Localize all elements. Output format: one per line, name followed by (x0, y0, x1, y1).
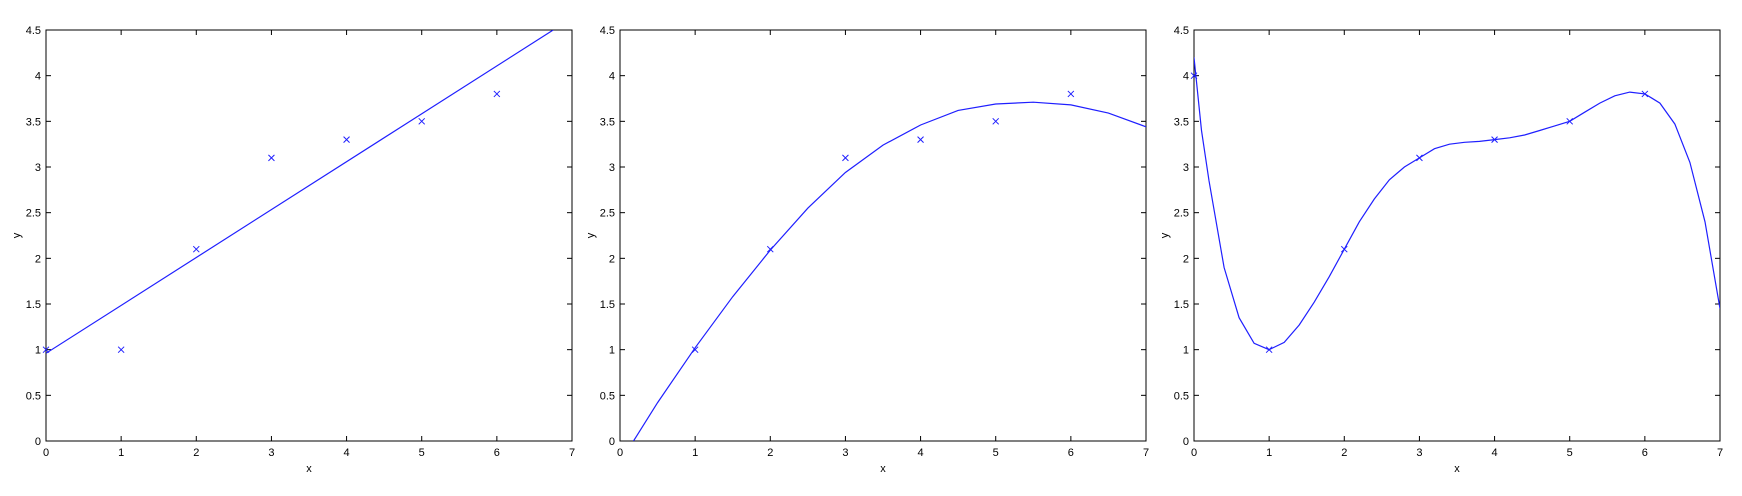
y-axis-label: y (585, 232, 597, 238)
x-tick-label: 6 (1642, 447, 1648, 459)
x-tick-label: 1 (118, 447, 124, 459)
y-tick-label: 0 (35, 436, 41, 448)
data-point-marker (1067, 90, 1075, 98)
x-tick-label: 3 (1416, 447, 1422, 459)
x-tick-label: 4 (918, 447, 924, 459)
data-point-marker (842, 154, 849, 162)
data-point-marker (418, 117, 426, 125)
y-tick-label: 4 (1183, 71, 1189, 83)
data-point-marker (992, 117, 1000, 125)
x-tick-label: 7 (1717, 447, 1723, 459)
y-tick-label: 4.5 (26, 25, 41, 37)
x-tick-label: 6 (494, 447, 500, 459)
x-tick-label: 2 (1341, 447, 1347, 459)
x-tick-label: 5 (419, 447, 425, 459)
x-tick-label: 1 (1266, 447, 1272, 459)
x-axis-label: x (880, 463, 886, 475)
data-point-marker (117, 346, 125, 354)
y-tick-label: 1 (609, 345, 615, 357)
chart-panel-2: 0 1 2 3 4 5 6 7 0 0.5 1 1.5 2 2.5 3 3.5 4 4.5 x y (585, 25, 1149, 475)
y-tick-label: 0.5 (600, 390, 615, 402)
plot-area (1193, 29, 1721, 442)
y-tick-label: 4.5 (600, 25, 615, 37)
x-axis-label: x (306, 463, 312, 475)
x-tick-label: 3 (842, 447, 848, 459)
y-tick-label: 0.5 (1174, 390, 1189, 402)
plot-area (45, 29, 573, 442)
data-point-marker (343, 136, 350, 143)
y-tick-label: 1.5 (26, 299, 41, 311)
data-point-marker (493, 90, 501, 98)
x-tick-label: 3 (268, 447, 274, 459)
y-tick-label: 2.5 (1174, 208, 1189, 220)
y-tick-label: 4 (609, 71, 615, 83)
x-tick-label: 0 (617, 447, 623, 459)
x-tick-label: 2 (193, 447, 199, 459)
x-tick-label: 1 (692, 447, 698, 459)
x-tick-label: 0 (43, 447, 49, 459)
y-tick-label: 2.5 (26, 208, 41, 220)
x-tick-label: 4 (1492, 447, 1498, 459)
fit-curve (632, 101, 1146, 441)
data-point-marker (192, 245, 200, 253)
y-axis-label: y (1159, 232, 1171, 238)
x-tick-label: 5 (1567, 447, 1573, 459)
y-tick-label: 3.5 (600, 116, 615, 128)
y-tick-label: 2 (1183, 253, 1189, 265)
chart-panel-1: 0 1 2 3 4 5 6 7 0 0.5 1 1.5 2 2.5 3 3.5 4 4.5 x y (11, 25, 575, 475)
y-tick-label: 1.5 (600, 299, 615, 311)
x-tick-label: 7 (1143, 447, 1149, 459)
x-tick-label: 5 (993, 447, 999, 459)
y-tick-label: 3 (609, 162, 615, 174)
y-tick-label: 2 (609, 253, 615, 265)
chart-panel-3: 0 1 2 3 4 5 6 7 0 0.5 1 1.5 2 2.5 3 3.5 4 4.5 x y (1159, 25, 1723, 475)
x-tick-label: 2 (767, 447, 773, 459)
y-tick-label: 3.5 (26, 116, 41, 128)
data-point-marker (268, 154, 275, 162)
fit-curve (1194, 57, 1720, 351)
y-tick-label: 1.5 (1174, 299, 1189, 311)
y-tick-label: 3 (1183, 162, 1189, 174)
y-tick-label: 3.5 (1174, 116, 1189, 128)
fit-curve (46, 30, 554, 354)
y-tick-label: 1 (1183, 345, 1189, 357)
plot-area (619, 29, 1147, 442)
y-tick-label: 2 (35, 253, 41, 265)
x-tick-label: 6 (1068, 447, 1074, 459)
y-tick-label: 0 (1183, 436, 1189, 448)
y-tick-label: 2.5 (600, 208, 615, 220)
x-tick-label: 4 (344, 447, 350, 459)
y-tick-label: 3 (35, 162, 41, 174)
x-tick-label: 0 (1191, 447, 1197, 459)
data-point-marker (917, 136, 924, 143)
x-tick-label: 7 (569, 447, 575, 459)
y-tick-label: 0.5 (26, 390, 41, 402)
y-tick-label: 1 (35, 345, 41, 357)
x-axis-label: x (1454, 463, 1460, 475)
y-axis-label: y (11, 232, 23, 238)
y-tick-label: 4 (35, 71, 41, 83)
y-tick-label: 0 (609, 436, 615, 448)
y-tick-label: 4.5 (1174, 25, 1189, 37)
